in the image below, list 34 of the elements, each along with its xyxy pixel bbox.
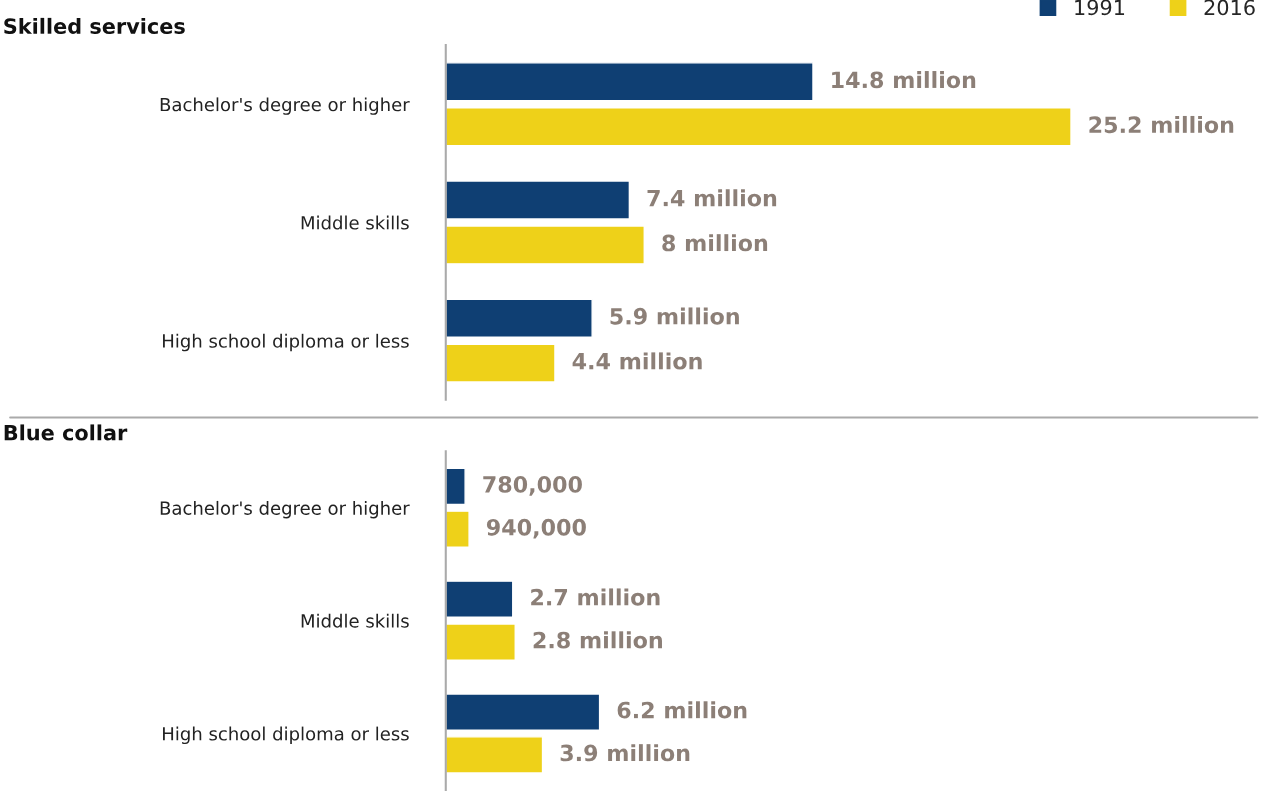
data-label: 940,000 — [486, 518, 586, 539]
data-label: 2.7 million — [531, 588, 660, 606]
bar — [445, 180, 631, 220]
data-label: 5.9 million — [610, 307, 739, 325]
data-label: 780,000 — [483, 475, 582, 496]
bar — [445, 510, 470, 548]
y-tick-label: Middle skills — [301, 613, 409, 628]
data-label: 6.2 million — [617, 701, 747, 719]
bar — [445, 736, 544, 774]
bar — [445, 225, 645, 265]
text: Blue collar — [4, 424, 128, 441]
y-tick-label: Middle skills — [301, 215, 409, 230]
bar — [445, 343, 556, 383]
y-tick-label: High school diploma or less — [163, 726, 409, 745]
bar — [445, 107, 1072, 147]
data-label: 4.4 million — [572, 352, 702, 370]
bar — [445, 298, 593, 338]
data-label: 7.4 million — [647, 189, 777, 207]
data-label: 25.2 million — [1089, 115, 1234, 134]
data-label: 2.8 million — [533, 631, 662, 649]
data-label: 3.9 million — [560, 744, 690, 762]
data-label: 14.8 million — [832, 71, 976, 89]
text: Skilled services — [4, 17, 185, 35]
data-label: 8 million — [662, 234, 768, 252]
bar — [445, 623, 516, 661]
bar — [445, 693, 601, 731]
bar — [445, 467, 466, 506]
legend-label: 2016 — [1204, 0, 1255, 16]
y-tick-label: High school diploma or less — [163, 333, 409, 352]
legend-label: 1991 — [1075, 0, 1125, 16]
bar — [445, 580, 514, 618]
y-tick-label: Bachelor's degree or higher — [160, 500, 410, 519]
y-tick-label: Bachelor's degree or higher — [160, 97, 410, 115]
bar — [445, 62, 814, 102]
